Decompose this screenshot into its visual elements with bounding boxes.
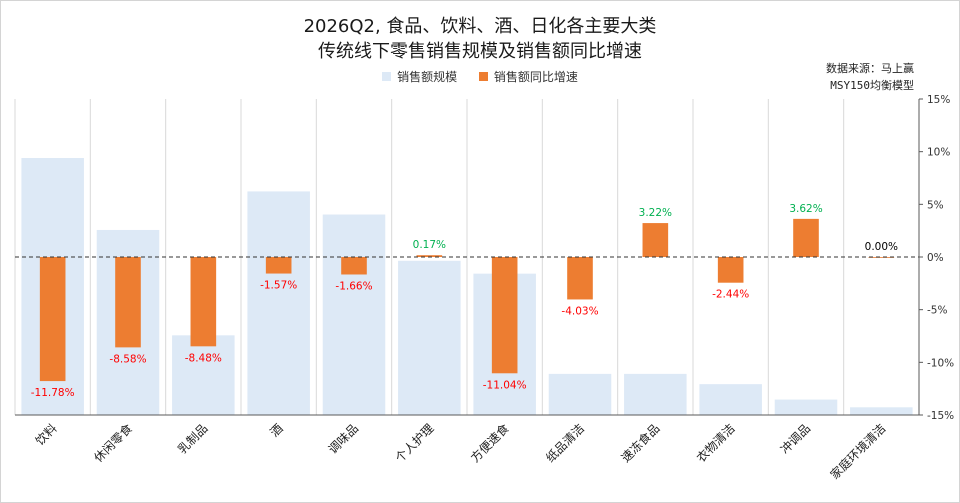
category-label: 方便速食 [467, 421, 512, 466]
category-label: 家庭环境清洁 [827, 421, 889, 483]
growth-data-label: -8.48% [185, 352, 222, 364]
scale-bar [172, 335, 235, 415]
growth-bar [416, 255, 443, 257]
category-label: 乳制品 [175, 421, 210, 456]
growth-data-label: -8.58% [109, 353, 146, 365]
right-axis-tick-label: -5% [927, 305, 947, 317]
scale-bar [624, 373, 687, 415]
model-note: MSY150均衡模型 [830, 79, 914, 92]
growth-bar [341, 257, 367, 275]
growth-data-label: 0.00% [865, 241, 898, 253]
right-axis-tick-label: -10% [927, 357, 954, 369]
growth-data-label: -11.78% [31, 387, 75, 399]
category-label: 休闲零食 [91, 421, 136, 466]
growth-data-label: -1.57% [260, 280, 297, 292]
growth-data-label: 3.22% [639, 207, 672, 219]
growth-data-label: -11.04% [483, 379, 527, 391]
growth-bar [567, 257, 593, 300]
category-label: 冲调品 [777, 421, 813, 457]
category-label: 调味品 [326, 421, 361, 456]
category-label: 个人护理 [393, 421, 437, 465]
scale-bar [398, 260, 461, 415]
legend-item-scale: 销售额规模 [382, 68, 457, 85]
growth-bar [717, 257, 744, 283]
scale-bar [548, 373, 612, 415]
legend-swatch-scale [382, 72, 392, 81]
growth-bar [491, 257, 518, 374]
chart-title-line2: 传统线下零售销售规模及销售额同比增速 [318, 41, 642, 62]
category-label: 酒 [267, 421, 285, 439]
source-note: 数据来源：马上赢 [826, 62, 914, 75]
growth-bar [868, 257, 895, 258]
growth-data-label: -2.44% [712, 289, 749, 301]
category-label: 纸品清洁 [543, 421, 587, 465]
growth-bar [793, 218, 819, 257]
growth-data-label: 3.62% [789, 203, 822, 215]
legend-label-growth: 销售额同比增速 [493, 70, 578, 84]
category-label: 速冻食品 [618, 421, 663, 466]
scale-bar [699, 384, 762, 415]
scale-bar [774, 399, 838, 415]
growth-data-label: 0.17% [413, 239, 446, 251]
scale-bar [850, 407, 913, 415]
right-axis-tick-label: 15% [927, 94, 950, 106]
legend-label-scale: 销售额规模 [397, 70, 458, 84]
growth-bar [190, 257, 217, 347]
scale-bar [247, 191, 310, 415]
right-axis-tick-label: 10% [927, 147, 950, 159]
chart-title-line1: 2026Q2, 食品、饮料、酒、日化各主要大类 [303, 16, 657, 37]
scale-bar [322, 214, 386, 415]
right-axis-tick-label: -15% [927, 410, 954, 422]
category-label: 饮料 [33, 421, 60, 448]
right-axis-tick-label: 5% [927, 199, 944, 211]
legend-swatch-growth [478, 72, 488, 81]
growth-bar [39, 257, 66, 382]
growth-bar [265, 257, 292, 274]
category-label: 衣物清洁 [693, 421, 738, 466]
growth-bar [115, 257, 141, 348]
legend: 销售额规模 销售额同比增速 [0, 68, 960, 85]
growth-data-label: -1.66% [335, 280, 372, 292]
growth-data-label: -4.03% [561, 305, 598, 317]
legend-item-growth: 销售额同比增速 [478, 68, 578, 85]
growth-bar [642, 223, 669, 257]
right-axis-tick-label: 0% [927, 252, 944, 264]
